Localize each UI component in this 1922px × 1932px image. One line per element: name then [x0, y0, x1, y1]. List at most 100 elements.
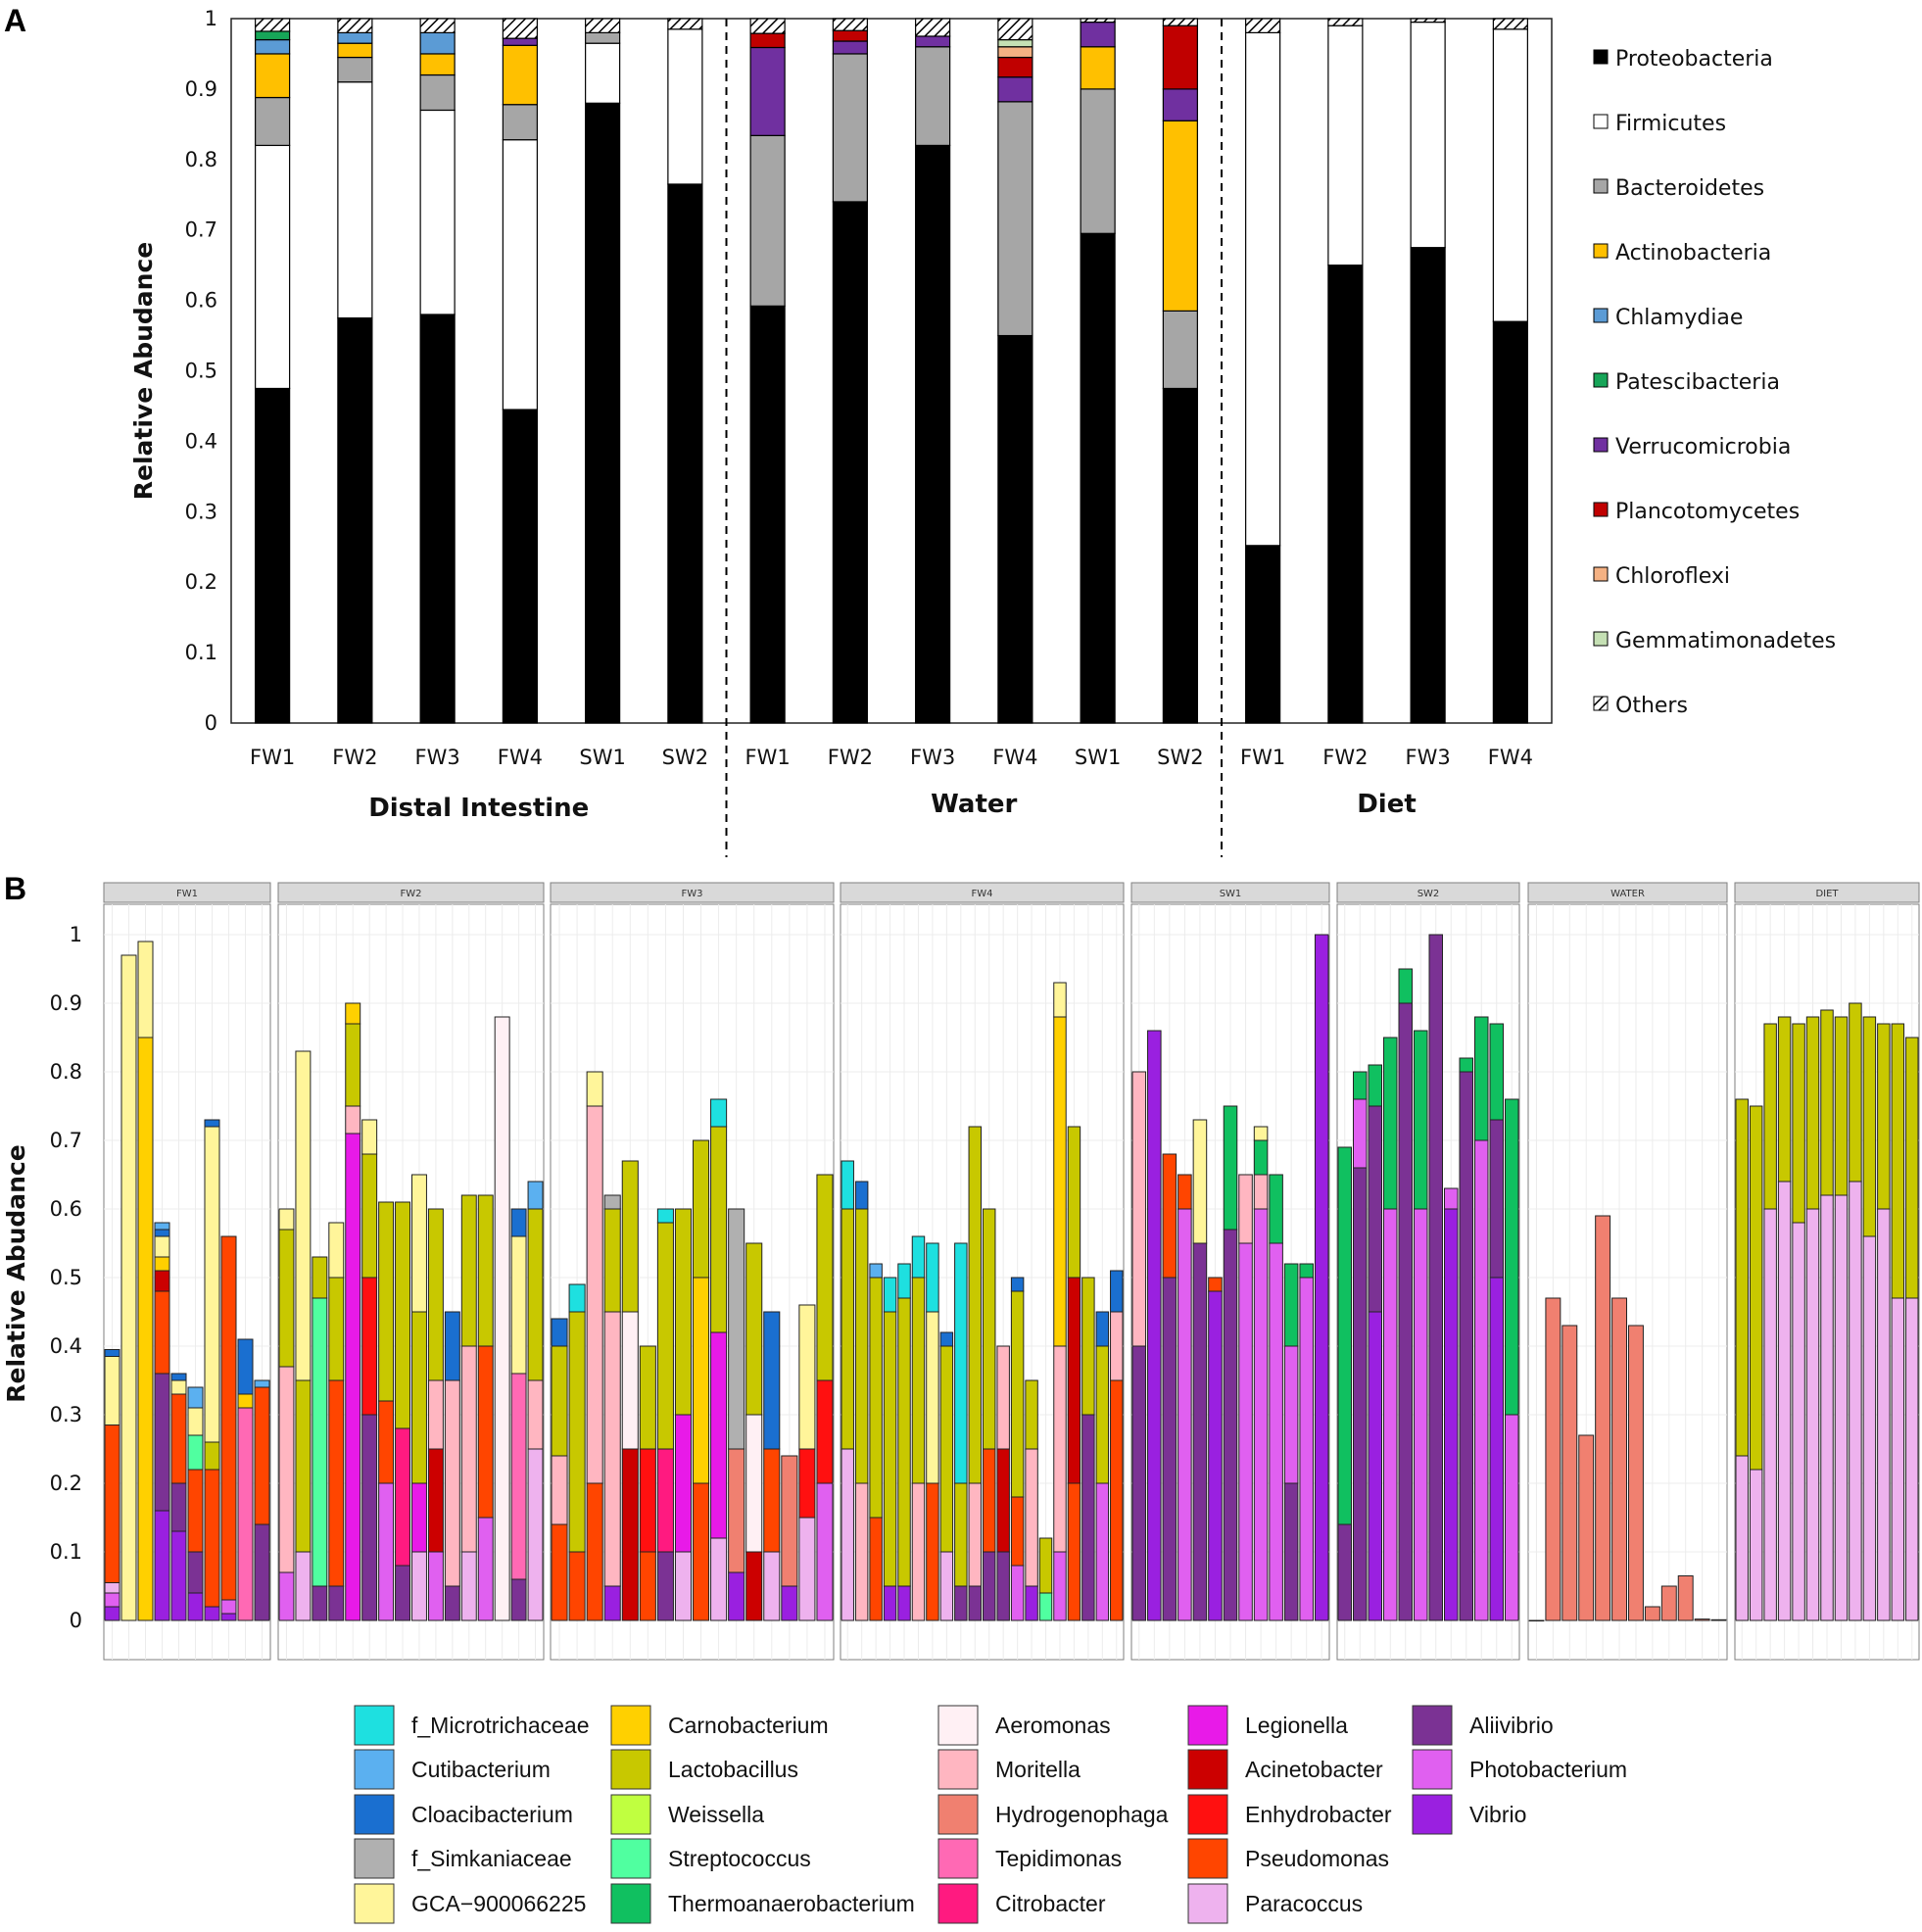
bar-segment-bacteroidetes — [832, 53, 868, 203]
bar-segment — [345, 1023, 361, 1107]
bar-segment — [187, 1386, 204, 1409]
bar-segment-proteobacteria — [255, 387, 291, 724]
bar-segment — [1644, 1606, 1660, 1621]
bar-segment-plancotomycetes — [997, 56, 1033, 78]
bar-segment — [926, 1482, 939, 1621]
bar-segment — [411, 1174, 427, 1313]
bar-segment — [1131, 1071, 1147, 1347]
legend-swatch — [937, 1794, 979, 1835]
bar-segment — [312, 1585, 328, 1621]
bar-segment-firmicutes — [337, 81, 373, 319]
bar-segment — [911, 1277, 926, 1484]
bar-segment-others — [915, 18, 951, 37]
bar-segment — [1223, 1105, 1238, 1231]
bar-segment — [939, 1345, 954, 1553]
legend-swatch — [610, 1749, 651, 1790]
bar-segment — [510, 1578, 527, 1621]
bar-segment — [603, 1208, 621, 1313]
bar-segment — [411, 1551, 427, 1621]
bar-segment — [1283, 1263, 1299, 1347]
legend-swatch — [354, 1705, 395, 1746]
bar-segment-bacteroidetes — [1080, 88, 1116, 234]
bar-segment-proteobacteria — [1492, 320, 1528, 724]
bar-segment — [427, 1379, 444, 1450]
bar-segment — [1862, 1016, 1877, 1237]
bar-segment — [1025, 1448, 1038, 1587]
bar-segment-firmicutes — [255, 144, 291, 390]
facet-strip — [1527, 882, 1728, 903]
bar-segment-bacteroidetes — [997, 101, 1033, 337]
bar-segment — [1578, 1434, 1595, 1621]
panel-a-chart: 0 0.1 0.2 0.3 0.4 0.5 0.6 0.7 0.8 0.9 1 Relative Ab… — [129, 7, 1836, 857]
bar-segment — [1628, 1325, 1644, 1621]
bar-segment — [312, 1256, 328, 1299]
bar-segment — [104, 1582, 120, 1594]
bar-segment — [395, 1565, 410, 1621]
bar-segment — [603, 1585, 621, 1621]
bar-segment-chloroflexi — [997, 46, 1033, 59]
bar-segment-others — [1410, 18, 1446, 24]
bar-segment — [312, 1297, 328, 1587]
bar-segment — [254, 1386, 270, 1525]
bar-segment — [939, 1551, 954, 1621]
bar-segment — [1162, 1277, 1177, 1621]
legend-label: f_Simkaniaceae — [411, 1846, 572, 1871]
bar-segment — [996, 1345, 1010, 1450]
bar-segment — [1238, 1242, 1253, 1621]
y-tick-label: 1 — [70, 923, 82, 946]
bar-segment — [187, 1551, 204, 1594]
bar-segment — [1414, 1030, 1428, 1210]
bar-segment-verrucomicrobia — [502, 37, 538, 46]
legend-label: Bacteroidetes — [1615, 176, 1764, 201]
bar-segment — [220, 1613, 237, 1621]
bar-segment — [798, 1304, 816, 1450]
bar-segment — [1110, 1311, 1124, 1381]
bar-segment — [1545, 1297, 1562, 1621]
bar-segment — [1353, 1098, 1368, 1169]
y-tick-label: 0.2 — [50, 1472, 82, 1495]
bar-segment — [411, 1482, 427, 1553]
bar-segment — [603, 1194, 621, 1210]
bar-segment — [639, 1345, 656, 1450]
bar-segment — [854, 1208, 869, 1484]
bar-segment — [137, 1037, 154, 1621]
bar-segment — [674, 1208, 692, 1416]
bar-segment-others — [997, 18, 1033, 41]
bar-segment — [1253, 1208, 1269, 1621]
bar-segment — [427, 1448, 444, 1553]
bar-segment — [1562, 1325, 1578, 1621]
bar-segment — [728, 1448, 745, 1573]
bar-segment — [1489, 1277, 1504, 1621]
bar-segment — [345, 1133, 361, 1621]
bar-segment — [1891, 1023, 1905, 1299]
bar-segment — [1735, 1455, 1749, 1621]
bar-segment — [1877, 1208, 1891, 1621]
bar-segment — [926, 1242, 939, 1313]
legend-swatch — [1593, 372, 1609, 388]
facet-strip-label: WATER — [1610, 889, 1645, 899]
bar-segment — [1067, 1277, 1081, 1484]
bar-segment — [104, 1356, 120, 1425]
bar-segment — [1763, 1208, 1777, 1621]
bar-segment — [1660, 1585, 1677, 1621]
legend-swatch — [937, 1749, 979, 1790]
bar-segment-others — [255, 18, 291, 32]
legend-label: Cloacibacterium — [411, 1802, 573, 1827]
legend-label: Photobacterium — [1469, 1757, 1627, 1782]
x-tick-label: FW3 — [415, 746, 460, 769]
facet-strip-label: DIET — [1815, 889, 1839, 899]
bar-segment — [1474, 1016, 1489, 1141]
bar-segment — [1505, 1414, 1519, 1621]
bar-segment — [745, 1242, 763, 1416]
bar-segment — [1010, 1290, 1025, 1498]
legend-swatch — [1593, 243, 1609, 259]
bar-segment — [1792, 1222, 1805, 1621]
y-tick-label: 0.6 — [185, 289, 217, 313]
bar-segment — [1905, 1037, 1919, 1299]
legend-swatch — [354, 1838, 395, 1879]
bar-segment — [361, 1119, 378, 1155]
bar-segment — [1489, 1119, 1504, 1279]
bar-segment — [1677, 1575, 1694, 1621]
bar-segment-proteobacteria — [1410, 247, 1446, 724]
legend-label: Chlamydiae — [1615, 306, 1743, 330]
